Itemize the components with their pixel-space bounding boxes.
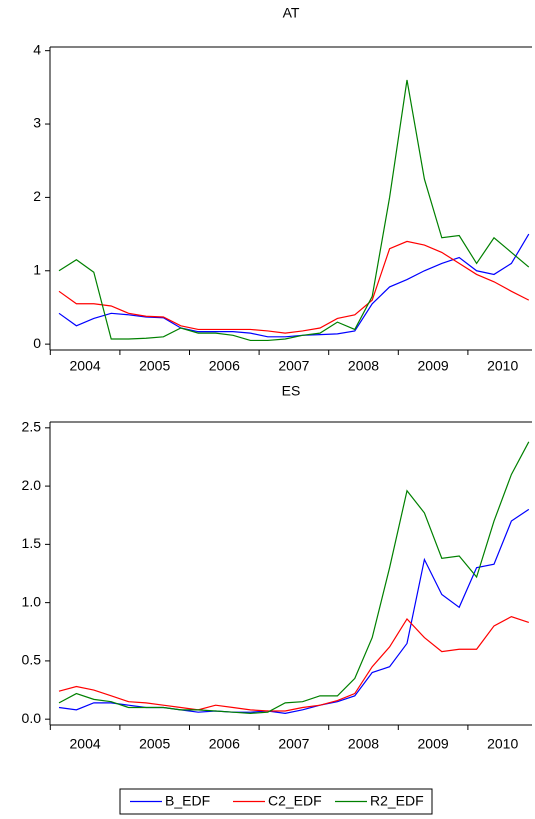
- y-tick-label: 2: [33, 188, 41, 204]
- series-line: [58, 615, 529, 712]
- y-tick-label: 2.5: [22, 419, 42, 435]
- x-tick-label: 2008: [348, 358, 379, 374]
- y-tick-label: 0.5: [22, 652, 42, 668]
- series-line: [58, 240, 530, 334]
- chart-title: AT: [283, 5, 300, 21]
- x-tick-label: 2006: [209, 358, 240, 374]
- x-tick-label: 2004: [70, 358, 101, 374]
- y-tick-label: 4: [33, 41, 41, 57]
- legend-box: [119, 788, 433, 815]
- x-tick-label: 2005: [139, 736, 170, 752]
- chart-title: ES: [282, 383, 301, 399]
- y-tick-label: 1.5: [22, 535, 42, 551]
- x-tick-label: 2005: [139, 358, 170, 374]
- x-tick-label: 2008: [348, 736, 379, 752]
- y-tick-label: 1: [33, 261, 41, 277]
- x-tick-label: 2004: [70, 736, 101, 752]
- series-line: [58, 508, 530, 714]
- x-tick-label: 2007: [278, 358, 309, 374]
- x-tick-label: 2009: [418, 736, 449, 752]
- series-line: [58, 441, 530, 714]
- series-line: [58, 79, 530, 342]
- y-tick-label: 2.0: [22, 477, 42, 493]
- y-tick-label: 3: [33, 115, 41, 131]
- x-tick-label: 2010: [487, 358, 518, 374]
- x-tick-label: 2009: [418, 358, 449, 374]
- legend-label: C2_EDF: [268, 793, 322, 809]
- y-tick-label: 1.0: [22, 593, 42, 609]
- x-tick-label: 2006: [209, 736, 240, 752]
- x-tick-label: 2010: [487, 736, 518, 752]
- y-tick-label: 0: [33, 335, 41, 351]
- series-line: [58, 233, 530, 338]
- legend-label: B_EDF: [165, 793, 210, 809]
- y-tick-label: 0.0: [22, 710, 42, 726]
- x-tick-label: 2007: [278, 736, 309, 752]
- legend-label: R2_EDF: [370, 793, 424, 809]
